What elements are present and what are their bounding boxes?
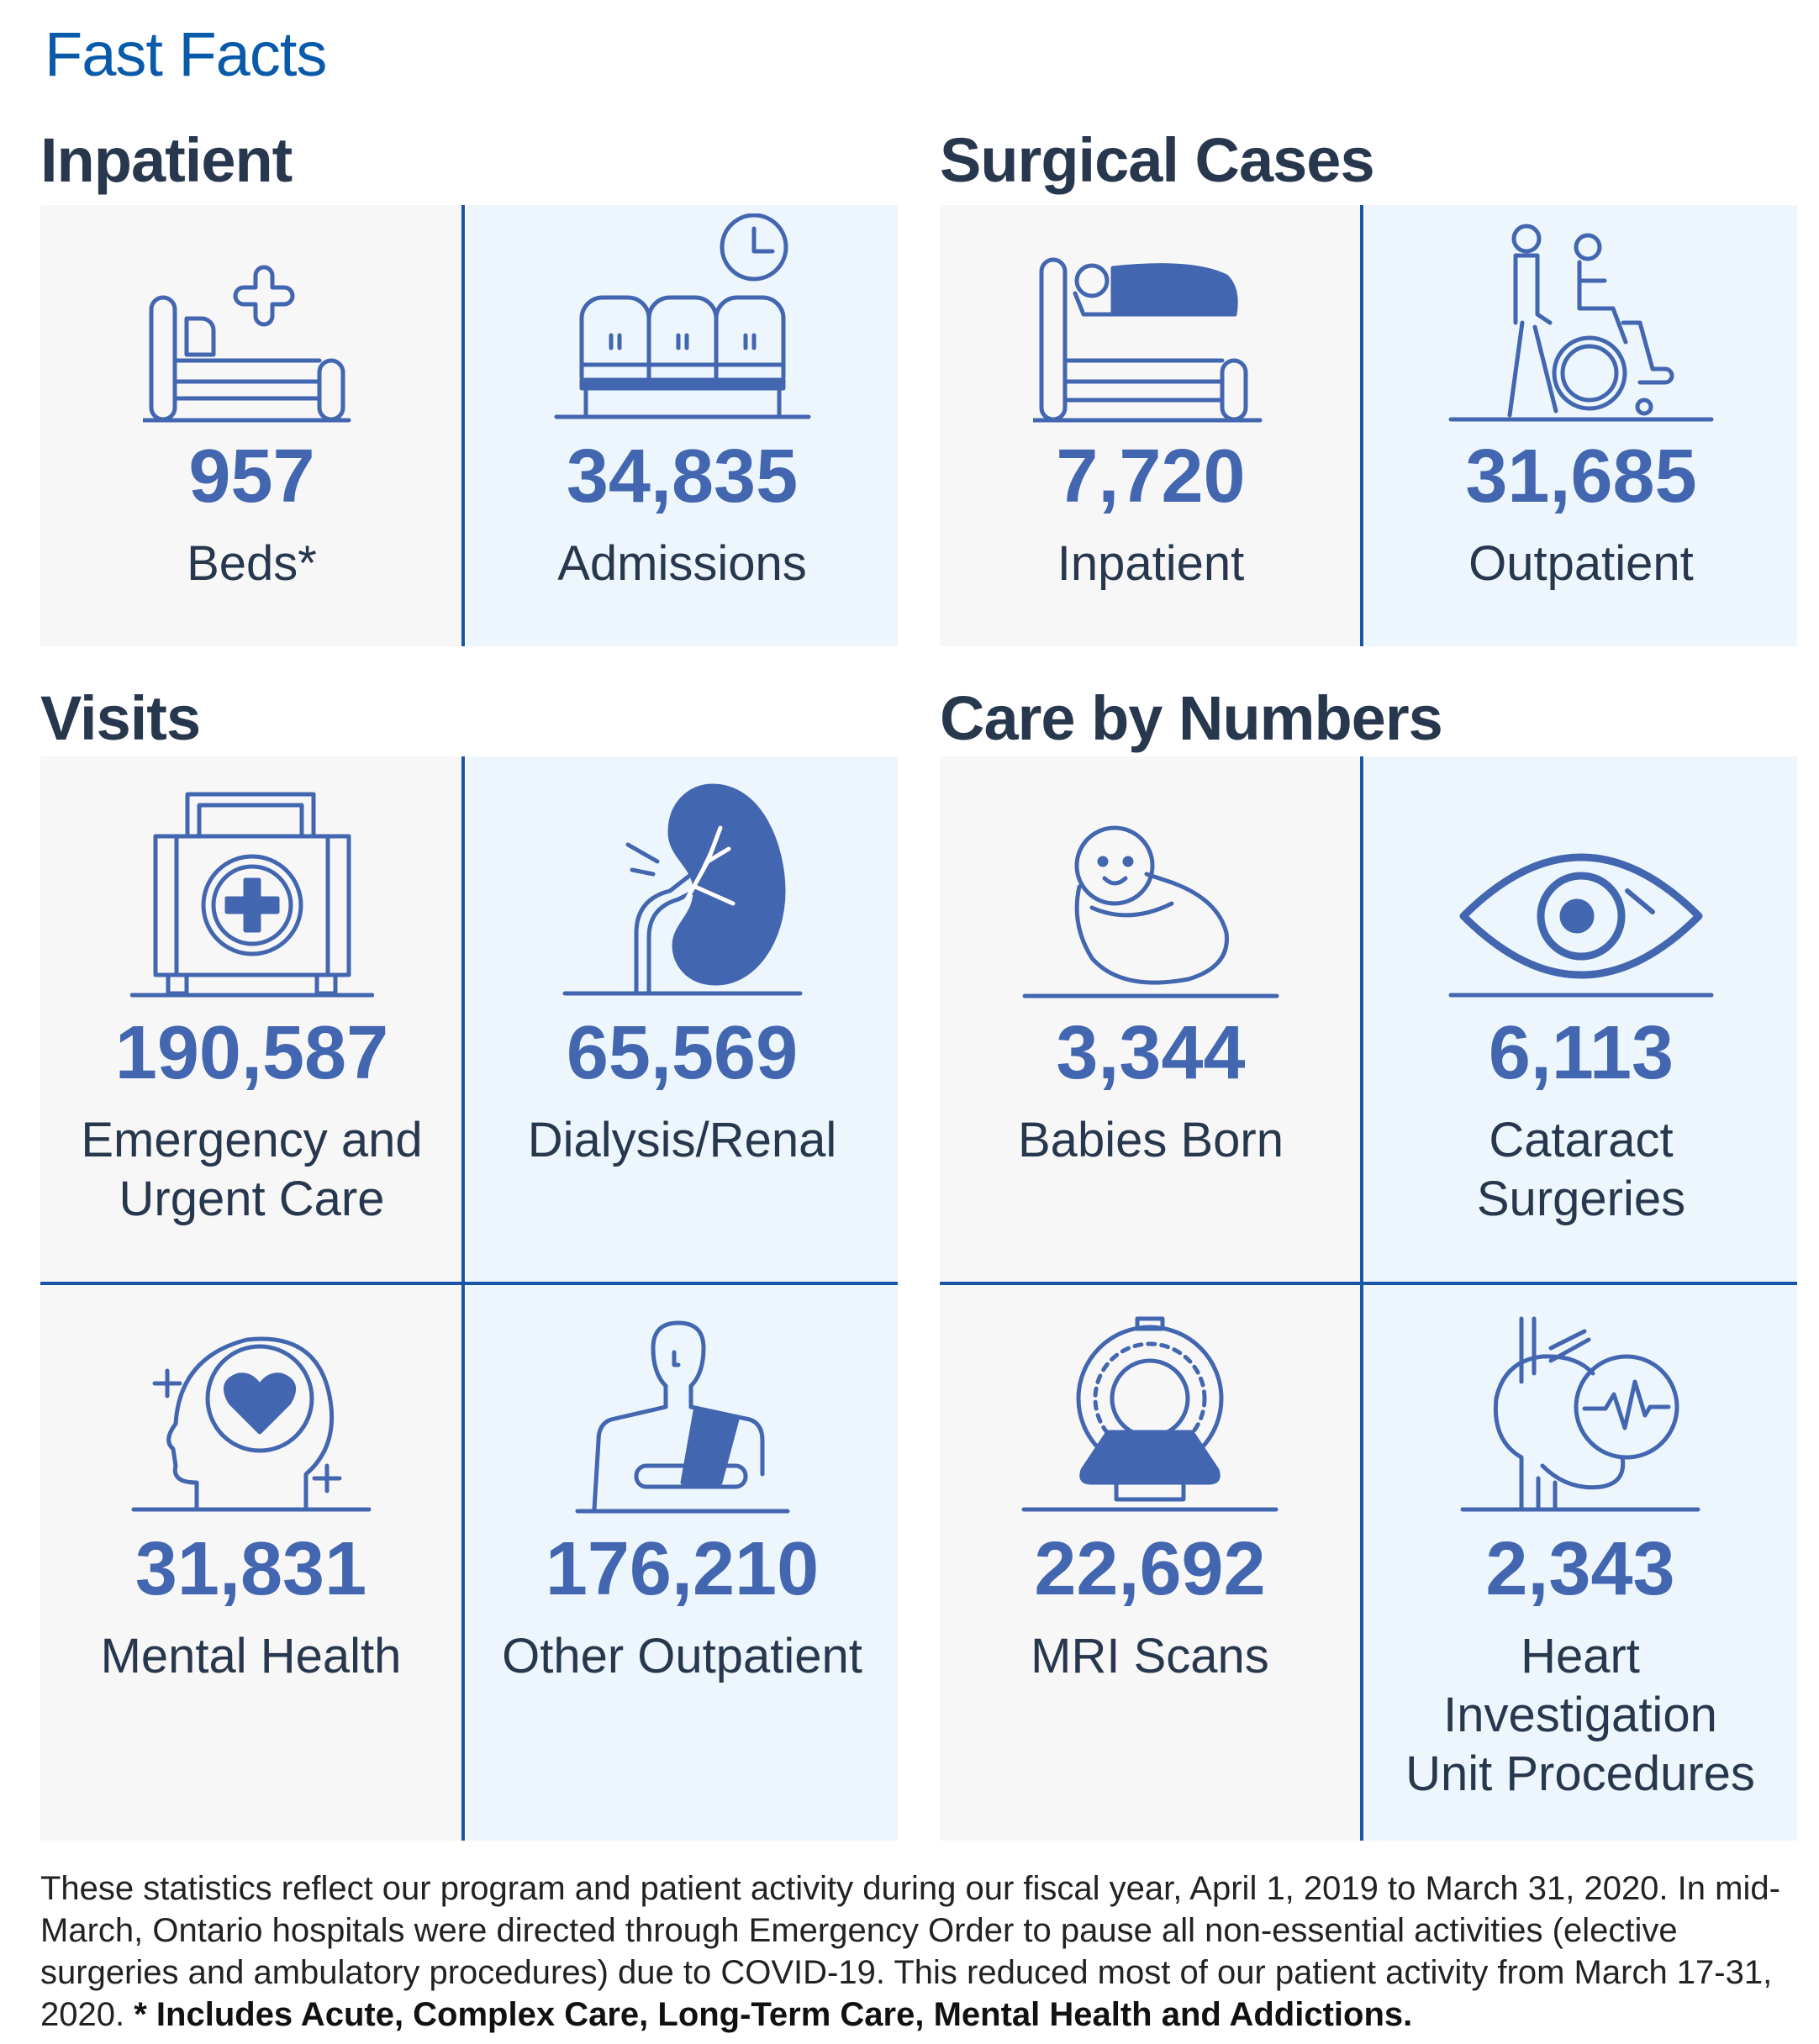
stat-label: Beds* — [187, 536, 317, 591]
stat-value: 34,835 — [566, 435, 799, 519]
kidney-icon — [467, 756, 898, 1000]
stat-label: Babies Born — [1018, 1113, 1284, 1167]
section-heading-care-by-numbers: Care by Numbers — [940, 683, 1443, 753]
arm-sling-icon — [467, 1285, 898, 1516]
waiting-room-icon — [467, 205, 898, 424]
divider — [940, 1282, 1797, 1285]
footnote-bold: * Includes Acute, Complex Care, Long-Ter… — [134, 1996, 1413, 2033]
stat-tile-surgical-outpatient: 31,685 Outpatient — [1365, 205, 1797, 646]
stat-tile-emergency: 190,587 Emergency and Urgent Care — [40, 756, 463, 1283]
divider — [1360, 205, 1363, 646]
divider — [40, 1282, 898, 1285]
stat-tile-cataract-surgeries: 6,113 Cataract Surgeries — [1365, 756, 1797, 1283]
stat-label: Admissions — [557, 536, 807, 591]
stat-tile-dialysis: 65,569 Dialysis/Renal — [467, 756, 898, 1283]
stat-value: 957 — [188, 435, 315, 519]
stat-value: 3,344 — [1056, 1011, 1246, 1095]
stat-value: 2,343 — [1485, 1527, 1675, 1611]
stat-value: 31,685 — [1465, 435, 1697, 519]
stat-tile-mri-scans: 22,692 MRI Scans — [940, 1285, 1360, 1841]
mental-health-icon — [40, 1285, 461, 1516]
stat-tile-babies-born: 3,344 Babies Born — [940, 756, 1362, 1283]
stat-label: Other Outpatient — [502, 1629, 862, 1683]
eye-icon — [1365, 756, 1797, 1000]
stat-label: Inpatient — [1057, 536, 1245, 591]
patient-in-bed-icon — [940, 205, 1362, 424]
section-heading-visits: Visits — [40, 683, 201, 753]
stat-tile-other-outpatient: 176,210 Other Outpatient — [467, 1285, 898, 1841]
stat-tile-surgical-inpatient: 7,720 Inpatient — [940, 205, 1362, 646]
page-title: Fast Facts — [45, 19, 327, 89]
footnote-text: These statistics reflect our program and… — [40, 1870, 1780, 2033]
stat-label: Mental Health — [100, 1629, 402, 1683]
stat-label: Heart Investigation Unit Procedures — [1405, 1629, 1755, 1801]
section-heading-surgical-cases: Surgical Cases — [940, 125, 1375, 195]
stat-tile-beds: 957 Beds* — [40, 205, 463, 646]
stat-value: 22,692 — [1034, 1527, 1266, 1611]
stat-label: MRI Scans — [1031, 1629, 1269, 1683]
stat-label: Outpatient — [1468, 536, 1694, 591]
divider — [461, 205, 465, 646]
stat-tile-mental-health: 31,831 Mental Health — [40, 1285, 461, 1841]
hospital-bed-icon — [40, 205, 463, 424]
divider — [1360, 756, 1363, 1841]
stat-label: Emergency and Urgent Care — [81, 1113, 423, 1226]
stat-label: Dialysis/Renal — [527, 1113, 837, 1167]
divider — [461, 756, 465, 1841]
first-aid-kit-icon — [40, 756, 463, 1000]
section-heading-inpatient: Inpatient — [40, 125, 293, 195]
heart-monitor-icon — [1363, 1285, 1797, 1516]
stat-value: 31,831 — [134, 1527, 367, 1611]
baby-icon — [940, 756, 1362, 1000]
stat-value: 6,113 — [1488, 1011, 1674, 1095]
stat-value: 190,587 — [114, 1011, 389, 1095]
footnote: These statistics reflect our program and… — [40, 1868, 1806, 2036]
stat-value: 176,210 — [545, 1527, 820, 1611]
wheelchair-icon — [1365, 205, 1797, 424]
mri-scanner-icon — [940, 1285, 1360, 1516]
stat-value: 7,720 — [1056, 435, 1246, 519]
stat-value: 65,569 — [566, 1011, 799, 1095]
stat-label: Cataract Surgeries — [1476, 1113, 1686, 1226]
stat-tile-heart-investigation: 2,343 Heart Investigation Unit Procedure… — [1363, 1285, 1797, 1841]
stat-tile-admissions: 34,835 Admissions — [467, 205, 898, 646]
